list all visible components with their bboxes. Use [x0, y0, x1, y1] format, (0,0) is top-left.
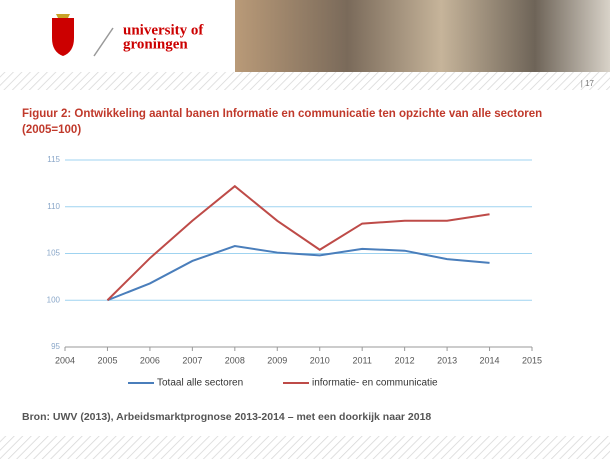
series-line — [106, 184, 490, 301]
hatch-band — [0, 436, 610, 459]
x-tick-label: 2007 — [182, 355, 202, 365]
x-tick-label: 2009 — [267, 355, 287, 365]
y-tick-label: 100 — [47, 295, 61, 304]
x-tick-label: 2008 — [225, 355, 245, 365]
y-tick-label: 95 — [51, 342, 60, 351]
x-tick-label: 2011 — [353, 355, 372, 365]
hatch-band — [0, 72, 610, 90]
x-tick-label: 2014 — [480, 355, 500, 365]
x-tick-label: 2005 — [97, 355, 117, 365]
y-tick-label: 110 — [47, 202, 60, 211]
crown — [56, 14, 70, 18]
header-photo — [235, 0, 610, 72]
page-number: | 17 — [580, 79, 594, 88]
x-tick-label: 2015 — [522, 355, 542, 365]
y-tick-label: 115 — [47, 155, 60, 164]
chart: 95 100 105 110 115 2004 2005 2006 2007 2008 2009 20… — [47, 155, 542, 389]
y-tick-label: 105 — [47, 249, 61, 258]
source-note: Bron: UWV (2013), Arbeidsmarktprognose 2… — [22, 411, 432, 423]
x-tick-label: 2012 — [395, 355, 415, 365]
legend-label: Totaal alle sectoren — [157, 378, 243, 389]
chart-title: Figuur 2: Ontwikkeling aantal banen Info… — [22, 108, 543, 136]
logo-text: university of — [123, 22, 204, 38]
logo-slash — [93, 27, 114, 57]
x-tick-label: 2013 — [437, 355, 457, 365]
x-tick-label: 2004 — [55, 355, 75, 365]
series-line — [107, 244, 490, 302]
x-tick-label: 2010 — [310, 355, 330, 365]
crest — [52, 18, 74, 56]
logo-text: groningen — [123, 36, 188, 52]
x-tick-label: 2006 — [140, 355, 160, 365]
legend-label: informatie- en communicatie — [312, 378, 438, 389]
